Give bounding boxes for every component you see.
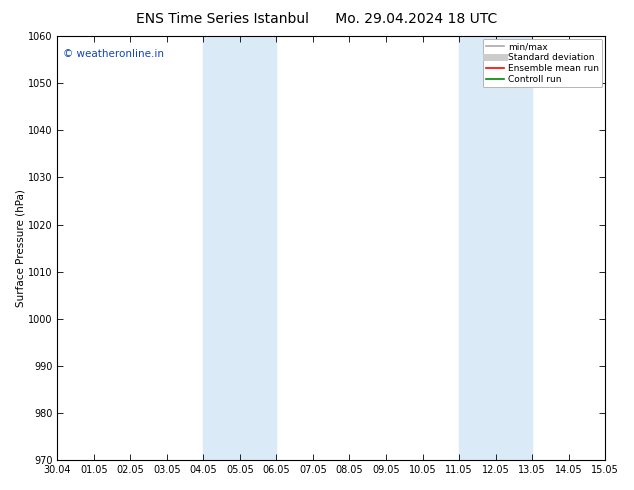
Text: ENS Time Series Istanbul      Mo. 29.04.2024 18 UTC: ENS Time Series Istanbul Mo. 29.04.2024 …	[136, 12, 498, 26]
Bar	[459, 36, 496, 460]
Bar	[496, 36, 532, 460]
Legend: min/max, Standard deviation, Ensemble mean run, Controll run: min/max, Standard deviation, Ensemble me…	[482, 39, 602, 88]
Bar	[204, 36, 240, 460]
Bar	[240, 36, 276, 460]
Y-axis label: Surface Pressure (hPa): Surface Pressure (hPa)	[15, 189, 25, 307]
Text: © weatheronline.in: © weatheronline.in	[63, 49, 164, 59]
